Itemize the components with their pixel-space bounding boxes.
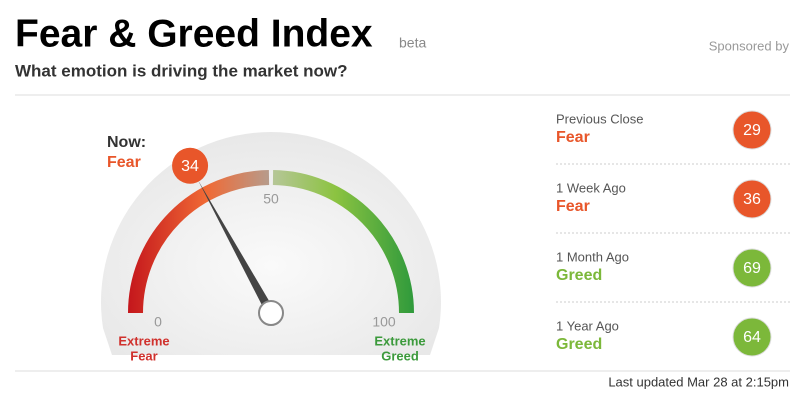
footer: Last updated Mar 28 at 2:15pm: [608, 374, 789, 389]
history-badge: [732, 179, 772, 219]
gauge-end-label: Extreme: [118, 333, 169, 348]
gauge-end-label: Fear: [130, 348, 157, 363]
needle-pivot: [258, 300, 284, 326]
history-value: 36: [743, 191, 761, 208]
gauge-tick-label: 100: [372, 314, 396, 330]
history-value: 69: [743, 260, 761, 277]
history-rating: Greed: [556, 267, 602, 284]
history-label: Previous Close: [556, 111, 643, 126]
gauge-arc: [128, 170, 270, 314]
gauge-background: [100, 131, 441, 355]
value-badge: [172, 147, 209, 184]
title: Fear & Greed Index: [15, 12, 373, 55]
gauge-tick-label: 0: [154, 314, 162, 330]
sponsor: Sponsored by: [709, 38, 790, 53]
history-rating: Greed: [556, 336, 602, 353]
history: Previous Close Fear 29 1 Week Ago Fear 36 1 Mo…: [556, 110, 790, 357]
value-badge-text: 34: [181, 158, 199, 175]
history-badge: [732, 248, 772, 288]
history-value: 29: [743, 122, 761, 139]
history-label: 1 Year Ago: [556, 318, 619, 333]
now-rating: Fear: [107, 154, 141, 171]
gauge-end-label: Greed: [381, 348, 419, 363]
history-label: 1 Month Ago: [556, 249, 629, 264]
needle: [197, 179, 275, 316]
gauge-arc: [272, 170, 414, 314]
history-value: 64: [743, 329, 761, 346]
history-rating: Fear: [556, 129, 590, 146]
history-label: 1 Week Ago: [556, 180, 626, 195]
badge: beta: [399, 35, 426, 51]
gauge-end-label: Extreme: [374, 333, 425, 348]
gauge-tick-label: 50: [263, 191, 279, 207]
history-rating: Fear: [556, 198, 590, 215]
history-badge: [732, 110, 772, 150]
history-badge: [732, 317, 772, 357]
subtitle: What emotion is driving the market now?: [15, 61, 347, 80]
now-label: Now:: [107, 134, 146, 151]
